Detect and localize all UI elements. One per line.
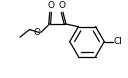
Text: O: O	[59, 1, 66, 10]
Text: Cl: Cl	[114, 37, 123, 46]
Text: O: O	[33, 28, 40, 37]
Text: O: O	[47, 1, 54, 10]
